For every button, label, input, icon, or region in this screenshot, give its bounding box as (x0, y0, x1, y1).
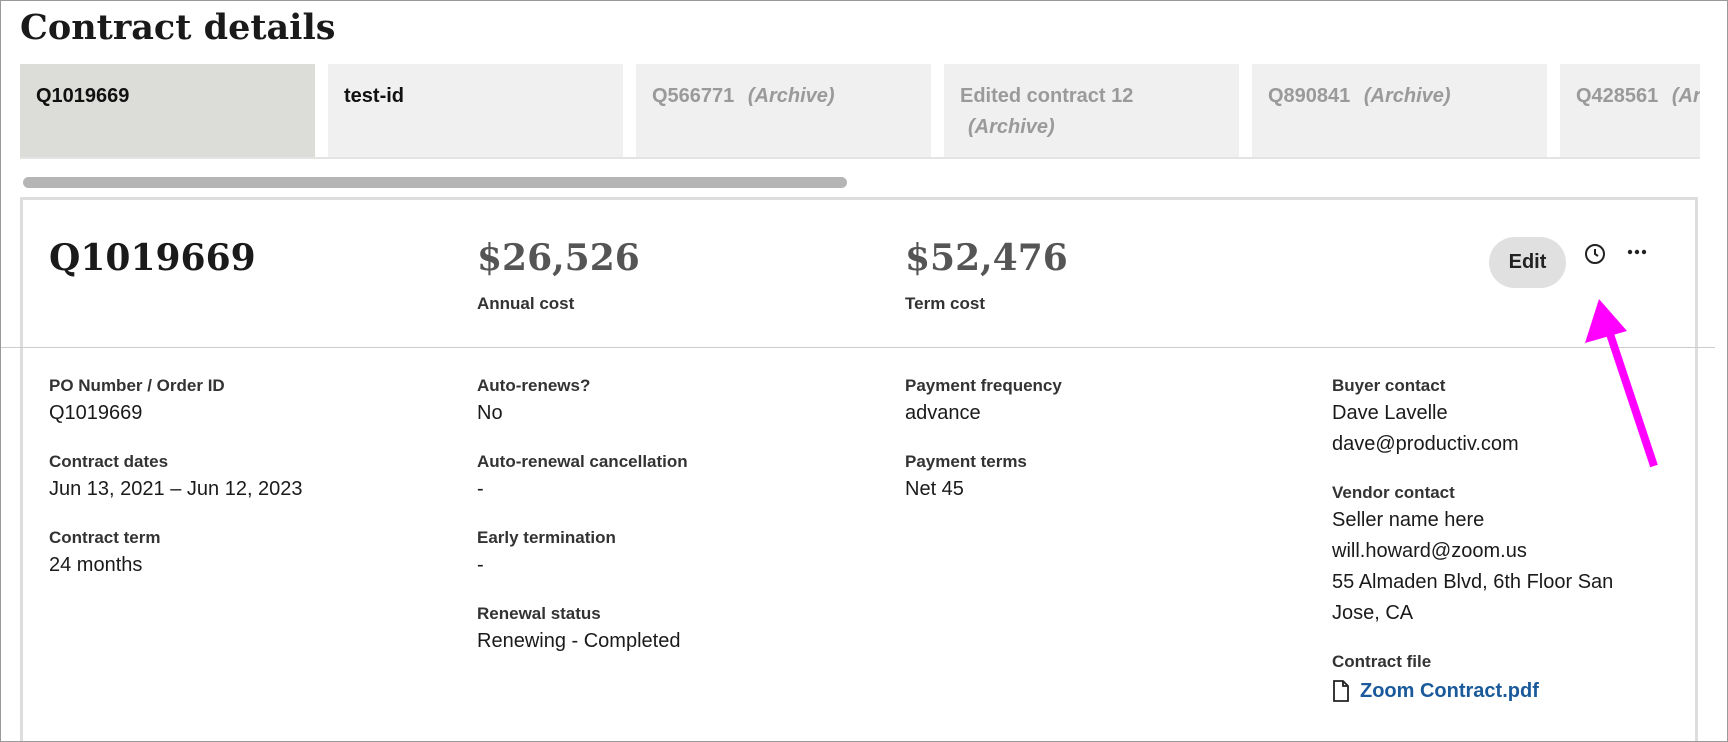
field-group: Payment terms Net 45 (905, 450, 1215, 505)
field-label: Contract dates (49, 452, 169, 471)
term-cost: $52,476 (905, 237, 1068, 279)
tab-bar: Q1019669 test-id Q566771 (Archive) Edited c… (20, 64, 1700, 159)
tab-content: Edited contract 12 (Archive) (960, 81, 1200, 143)
tab[interactable]: test-id (328, 64, 623, 157)
archive-tag: (Archive) (747, 85, 835, 107)
field-group: Payment frequency advance (905, 374, 1215, 429)
field-group: Renewal status Renewing - Completed (477, 602, 787, 657)
archive-tag: (Archive) (1671, 85, 1700, 107)
field-label: Renewal status (477, 604, 601, 623)
edit-button[interactable]: Edit (1489, 237, 1566, 288)
tab-label: Q566771 (652, 85, 735, 107)
field-value: Jun 13, 2021 – Jun 12, 2023 (49, 478, 303, 500)
field-value: advance (905, 402, 981, 424)
field-column: PO Number / Order ID Q1019669 Contract dat… (49, 374, 359, 602)
archive-tag: (Archive) (1363, 85, 1451, 107)
tab-label: Q428561 (1576, 85, 1659, 107)
field-group: Buyer contact Dave Lavelle dave@productiv.… (1332, 374, 1642, 460)
contract-id: Q1019669 (49, 237, 256, 279)
field-value: 24 months (49, 554, 143, 576)
page-title: Contract details (20, 7, 336, 48)
annual-cost: $26,526 (477, 237, 640, 279)
field-label: Buyer contact (1332, 376, 1446, 395)
field-label: Vendor contact (1332, 483, 1455, 502)
annotation-arrow (1585, 299, 1658, 468)
annual-cost-label: Annual cost (477, 294, 575, 313)
field-value: 55 Almaden Blvd, 6th Floor San Jose, CA (1332, 571, 1614, 624)
file-icon (1333, 680, 1349, 702)
field-label: Auto-renews? (477, 376, 591, 395)
field-column: Buyer contact Dave Lavelle dave@productiv.… (1332, 374, 1642, 729)
scrollbar[interactable] (23, 177, 847, 188)
field-value: No (477, 402, 503, 424)
file-name[interactable]: Zoom Contract.pdf (1360, 680, 1539, 702)
tab-content: Q566771 (Archive) (652, 81, 892, 112)
tab[interactable]: Q566771 (Archive) (636, 64, 931, 157)
divider (1, 347, 1715, 348)
tab-content: Q890841 (Archive) (1268, 81, 1508, 112)
tab-label: Edited contract 12 (960, 85, 1134, 107)
field-group: Vendor contact Seller name here will.howar… (1332, 481, 1642, 629)
more-icon[interactable] (1625, 245, 1651, 259)
tab-label: Q890841 (1268, 85, 1351, 107)
field-label: Early termination (477, 528, 616, 547)
tab-content: test-id (344, 81, 584, 112)
term-cost-label: Term cost (905, 294, 985, 313)
field-label: PO Number / Order ID (49, 376, 225, 395)
archive-tag: (Archive) (968, 116, 1055, 138)
field-group: Contract term 24 months (49, 526, 359, 581)
field-value: Net 45 (905, 478, 964, 500)
tab-label: Q1019669 (36, 85, 130, 107)
tab-label: test-id (344, 85, 404, 107)
field-value: dave@productiv.com (1332, 433, 1519, 455)
field-label: Payment terms (905, 452, 1027, 471)
tab[interactable]: Q890841 (Archive) (1252, 64, 1547, 157)
field-group: Contract file Zoom Contract.pdf (1332, 650, 1642, 708)
field-group: PO Number / Order ID Q1019669 (49, 374, 359, 429)
field-value: Renewing - Completed (477, 630, 681, 652)
tab[interactable]: Q428561 (Archive) (1560, 64, 1700, 157)
history-icon[interactable] (1583, 242, 1607, 266)
field-label: Contract term (49, 528, 161, 547)
tab-content: Q428561 (Archive) (1576, 81, 1700, 112)
field-column: Auto-renews? No Auto-renewal cancellation -… (477, 374, 787, 678)
tab[interactable]: Q1019669 (20, 64, 315, 157)
field-value: Seller name here (1332, 509, 1485, 531)
field-group: Auto-renews? No (477, 374, 787, 429)
field-value: - (477, 554, 484, 576)
field-value: - (477, 478, 484, 500)
field-group: Contract dates Jun 13, 2021 – Jun 12, 202… (49, 450, 359, 505)
contract-card (20, 197, 1698, 741)
field-value: Dave Lavelle (1332, 402, 1448, 424)
field-value: Q1019669 (49, 402, 143, 424)
file-link[interactable]: Zoom Contract.pdf (1332, 674, 1642, 708)
tab[interactable]: Edited contract 12 (Archive) (944, 64, 1239, 157)
field-column: Payment frequency advance Payment terms Net… (905, 374, 1215, 526)
field-label: Auto-renewal cancellation (477, 452, 688, 471)
tab-content: Q1019669 (36, 81, 276, 112)
field-group: Auto-renewal cancellation - (477, 450, 787, 505)
field-label: Payment frequency (905, 376, 1062, 395)
field-group: Early termination - (477, 526, 787, 581)
field-label: Contract file (1332, 652, 1432, 671)
field-value: will.howard@zoom.us (1332, 540, 1527, 562)
